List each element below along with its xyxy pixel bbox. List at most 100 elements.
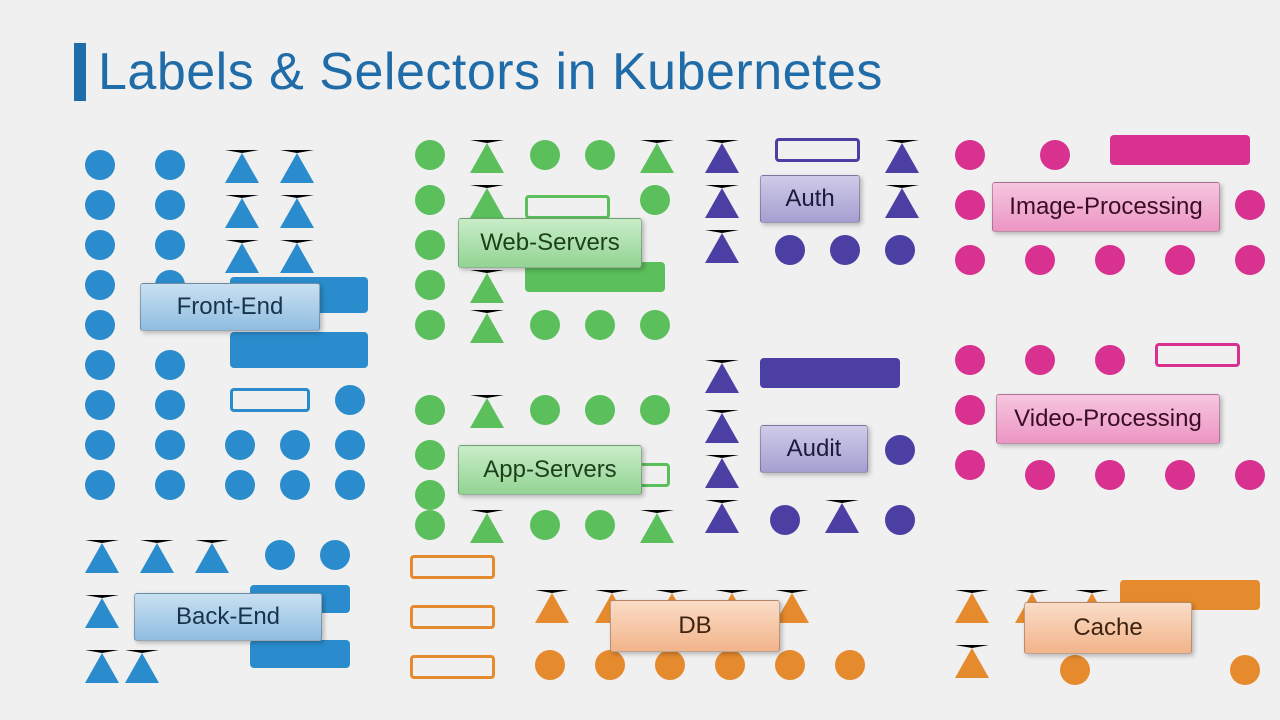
shape-triangle — [705, 185, 739, 218]
shape-circle — [85, 350, 115, 380]
shape-rect-outline — [410, 555, 495, 579]
shape-triangle — [85, 650, 119, 683]
shape-circle — [1025, 245, 1055, 275]
shape-circle — [770, 505, 800, 535]
shape-circle — [1165, 460, 1195, 490]
shape-circle — [585, 395, 615, 425]
shape-circle — [155, 390, 185, 420]
shape-triangle — [955, 645, 989, 678]
shape-triangle — [705, 140, 739, 173]
shape-circle — [1235, 190, 1265, 220]
shape-triangle — [470, 270, 504, 303]
shape-triangle — [280, 150, 314, 183]
shape-triangle — [140, 540, 174, 573]
shape-triangle — [640, 140, 674, 173]
shape-triangle — [885, 185, 919, 218]
shape-circle — [1235, 460, 1265, 490]
shape-circle — [535, 650, 565, 680]
shape-circle — [415, 140, 445, 170]
group-label-front-end: Front-End — [140, 283, 320, 331]
shape-triangle — [825, 500, 859, 533]
shape-rect-outline — [775, 138, 860, 162]
shape-rect-filled — [1110, 135, 1250, 165]
shape-circle — [640, 395, 670, 425]
shape-circle — [415, 440, 445, 470]
shape-circle — [335, 430, 365, 460]
group-label-audit: Audit — [760, 425, 868, 473]
shape-triangle — [470, 510, 504, 543]
shape-circle — [415, 510, 445, 540]
shape-circle — [835, 650, 865, 680]
shape-circle — [225, 470, 255, 500]
shape-triangle — [280, 240, 314, 273]
shape-circle — [225, 430, 255, 460]
group-label-web-servers: Web-Servers — [458, 218, 642, 268]
shape-triangle — [470, 140, 504, 173]
shape-circle — [85, 270, 115, 300]
shape-circle — [85, 430, 115, 460]
shape-triangle — [705, 500, 739, 533]
shape-rect-outline — [525, 195, 610, 219]
shape-circle — [1060, 655, 1090, 685]
shape-circle — [155, 470, 185, 500]
shape-circle — [955, 395, 985, 425]
shape-circle — [775, 235, 805, 265]
shape-circle — [885, 235, 915, 265]
shape-triangle — [640, 510, 674, 543]
shape-circle — [775, 650, 805, 680]
shape-circle — [155, 150, 185, 180]
shape-circle — [85, 310, 115, 340]
shape-circle — [320, 540, 350, 570]
shape-triangle — [125, 650, 159, 683]
shape-circle — [655, 650, 685, 680]
shape-circle — [1095, 460, 1125, 490]
shape-triangle — [705, 410, 739, 443]
shape-circle — [1025, 345, 1055, 375]
shape-circle — [85, 470, 115, 500]
diagram-stage: Front-EndBack-EndWeb-ServersApp-ServersA… — [0, 0, 1280, 720]
shape-circle — [335, 385, 365, 415]
shape-triangle — [470, 185, 504, 218]
shape-circle — [85, 390, 115, 420]
shape-circle — [280, 430, 310, 460]
shape-circle — [1235, 245, 1265, 275]
shape-triangle — [775, 590, 809, 623]
shape-rect-outline — [410, 655, 495, 679]
shape-circle — [715, 650, 745, 680]
shape-triangle — [885, 140, 919, 173]
group-label-db: DB — [610, 600, 780, 652]
shape-circle — [85, 190, 115, 220]
shape-circle — [415, 185, 445, 215]
shape-rect-filled — [760, 358, 900, 388]
shape-circle — [955, 450, 985, 480]
shape-circle — [640, 310, 670, 340]
shape-triangle — [705, 455, 739, 488]
shape-triangle — [225, 150, 259, 183]
shape-circle — [595, 650, 625, 680]
shape-triangle — [225, 240, 259, 273]
shape-circle — [530, 395, 560, 425]
shape-circle — [1165, 245, 1195, 275]
shape-rect-outline — [410, 605, 495, 629]
shape-circle — [1095, 345, 1125, 375]
shape-circle — [530, 310, 560, 340]
shape-triangle — [705, 230, 739, 263]
shape-rect-filled — [250, 640, 350, 668]
shape-circle — [280, 470, 310, 500]
shape-triangle — [85, 540, 119, 573]
group-label-video-processing: Video-Processing — [996, 394, 1220, 444]
shape-circle — [155, 350, 185, 380]
shape-circle — [955, 140, 985, 170]
shape-rect-outline — [230, 388, 310, 412]
shape-circle — [155, 430, 185, 460]
shape-circle — [265, 540, 295, 570]
shape-rect-outline — [1155, 343, 1240, 367]
shape-circle — [1230, 655, 1260, 685]
shape-rect-filled — [230, 332, 368, 368]
shape-triangle — [470, 395, 504, 428]
shape-circle — [955, 245, 985, 275]
shape-circle — [155, 230, 185, 260]
shape-circle — [885, 435, 915, 465]
shape-circle — [155, 190, 185, 220]
group-label-cache: Cache — [1024, 602, 1192, 654]
